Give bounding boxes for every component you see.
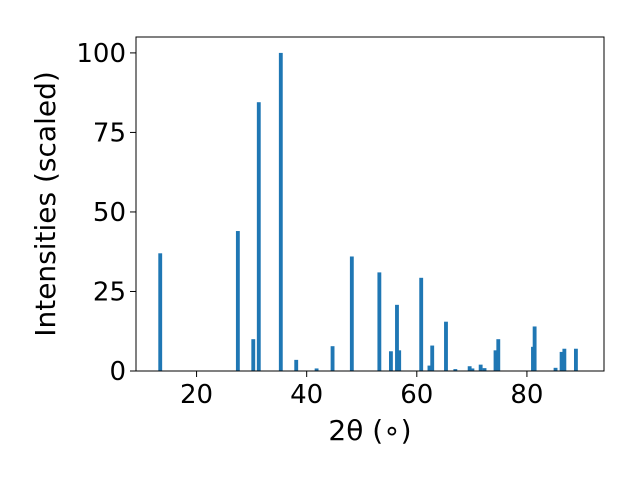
bar (388, 351, 393, 371)
bar (235, 231, 240, 371)
bar (478, 364, 483, 371)
x-tick-label: 20 (180, 380, 213, 410)
y-tick-label: 75 (93, 118, 126, 148)
bar (562, 348, 567, 371)
bar (430, 345, 435, 371)
bar (573, 348, 578, 371)
y-tick-label: 50 (93, 198, 126, 228)
bar (553, 367, 558, 371)
bar (496, 339, 501, 371)
bar (482, 368, 487, 371)
bar (559, 351, 564, 371)
bar (158, 253, 163, 371)
x-tick-label: 60 (400, 380, 433, 410)
bar (470, 368, 475, 371)
y-tick-label: 100 (76, 39, 126, 69)
bar (397, 350, 402, 371)
y-tick-label: 25 (93, 277, 126, 307)
bar (349, 256, 354, 371)
bar (532, 326, 537, 371)
bars-group (158, 52, 578, 372)
bar (377, 272, 382, 371)
bar (453, 369, 458, 371)
y-tick-label: 0 (109, 357, 126, 387)
bar (330, 346, 335, 371)
x-axis-ticks: 20 40 60 80 (180, 371, 543, 410)
x-tick-label: 40 (290, 380, 323, 410)
bar (251, 339, 256, 371)
bar (493, 350, 498, 371)
plot-frame (135, 36, 605, 372)
y-axis-ticks: 0 25 50 75 100 (76, 39, 136, 387)
bar (278, 52, 283, 372)
y-axis-label: Intensities (scaled) (29, 71, 62, 337)
bar (314, 368, 319, 371)
bar (395, 304, 399, 371)
x-tick-label: 80 (510, 380, 543, 410)
bar (419, 277, 424, 371)
bar (444, 321, 448, 371)
bar (294, 359, 299, 371)
bar (467, 366, 472, 371)
bar (427, 365, 432, 371)
x-axis-label: 2θ (∘) (328, 414, 411, 447)
bar (256, 102, 261, 371)
